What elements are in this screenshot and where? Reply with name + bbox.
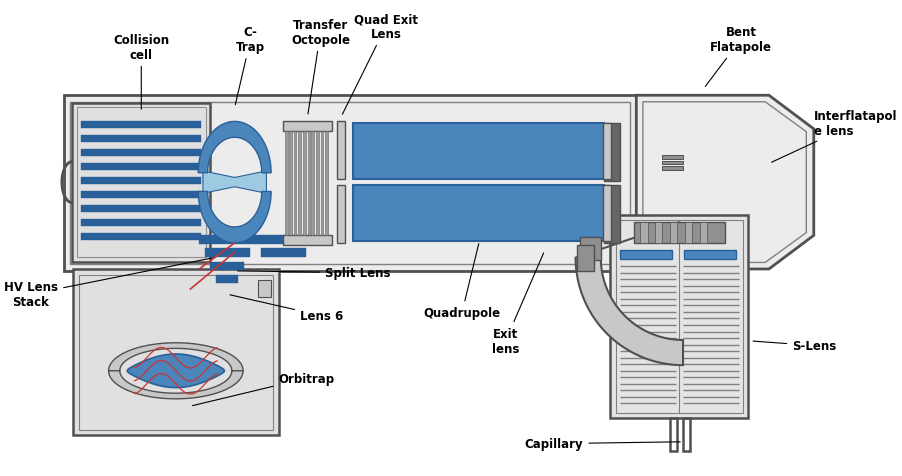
- Text: Quad Exit
Lens: Quad Exit Lens: [343, 13, 418, 115]
- Bar: [670, 418, 677, 451]
- Text: Bent
Flatapole: Bent Flatapole: [705, 26, 772, 87]
- Bar: [320, 131, 324, 236]
- Text: Split Lens: Split Lens: [237, 267, 391, 279]
- Text: Orbitrap: Orbitrap: [192, 372, 335, 406]
- Bar: [255, 236, 311, 244]
- Bar: [285, 131, 288, 236]
- Text: Lens 6: Lens 6: [230, 295, 344, 323]
- Text: Interflatapol
e lens: Interflatapol e lens: [771, 110, 897, 163]
- Bar: [640, 223, 648, 243]
- Bar: [603, 124, 621, 182]
- Bar: [616, 221, 743, 413]
- Bar: [299, 131, 301, 236]
- Polygon shape: [108, 343, 243, 371]
- Text: Collision
cell: Collision cell: [114, 34, 170, 110]
- Polygon shape: [198, 122, 272, 173]
- Bar: [81, 192, 201, 198]
- Bar: [354, 186, 603, 241]
- Polygon shape: [636, 96, 814, 269]
- Bar: [64, 96, 636, 271]
- Polygon shape: [198, 192, 272, 243]
- Text: C-
Trap: C- Trap: [235, 26, 265, 106]
- Bar: [603, 124, 611, 180]
- Bar: [337, 122, 345, 180]
- Bar: [258, 280, 272, 298]
- Bar: [354, 124, 603, 180]
- Bar: [670, 223, 677, 243]
- Bar: [662, 156, 683, 159]
- Bar: [77, 108, 206, 258]
- Bar: [73, 269, 279, 436]
- Bar: [577, 245, 594, 271]
- Bar: [289, 131, 291, 236]
- Bar: [72, 103, 210, 262]
- Bar: [308, 131, 310, 236]
- Bar: [261, 249, 306, 258]
- Text: Transfer
Octopole: Transfer Octopole: [291, 19, 350, 115]
- Bar: [316, 131, 318, 236]
- Text: Quadrupole: Quadrupole: [423, 244, 501, 320]
- Bar: [662, 161, 683, 165]
- Bar: [81, 150, 201, 157]
- Bar: [283, 236, 332, 245]
- Bar: [205, 249, 250, 258]
- Bar: [81, 206, 201, 213]
- Bar: [81, 178, 201, 185]
- Bar: [81, 220, 201, 227]
- Bar: [603, 186, 611, 241]
- Bar: [685, 223, 693, 243]
- Bar: [610, 215, 749, 418]
- Bar: [620, 251, 672, 259]
- Text: S-Lens: S-Lens: [753, 339, 836, 352]
- Bar: [283, 122, 332, 131]
- Bar: [580, 238, 601, 260]
- Bar: [655, 223, 662, 243]
- Bar: [81, 234, 201, 240]
- Bar: [303, 131, 306, 236]
- Bar: [326, 131, 328, 236]
- Bar: [603, 186, 621, 243]
- Polygon shape: [203, 171, 266, 194]
- Bar: [662, 167, 683, 170]
- Bar: [81, 136, 201, 143]
- Text: Capillary: Capillary: [525, 437, 680, 450]
- Polygon shape: [575, 258, 683, 366]
- Bar: [683, 418, 691, 451]
- Bar: [311, 131, 314, 236]
- Bar: [700, 223, 707, 243]
- Bar: [337, 186, 345, 243]
- Text: Exit
lens: Exit lens: [492, 253, 544, 355]
- Polygon shape: [127, 354, 225, 388]
- Bar: [199, 236, 255, 244]
- Polygon shape: [108, 371, 243, 399]
- Bar: [81, 122, 201, 129]
- Bar: [70, 102, 630, 265]
- Bar: [684, 251, 736, 259]
- Bar: [293, 131, 297, 236]
- Bar: [633, 223, 725, 243]
- Bar: [78, 275, 273, 430]
- Bar: [81, 164, 201, 170]
- Bar: [216, 275, 238, 283]
- Bar: [210, 262, 244, 270]
- Text: HV Lens
Stack: HV Lens Stack: [4, 258, 216, 308]
